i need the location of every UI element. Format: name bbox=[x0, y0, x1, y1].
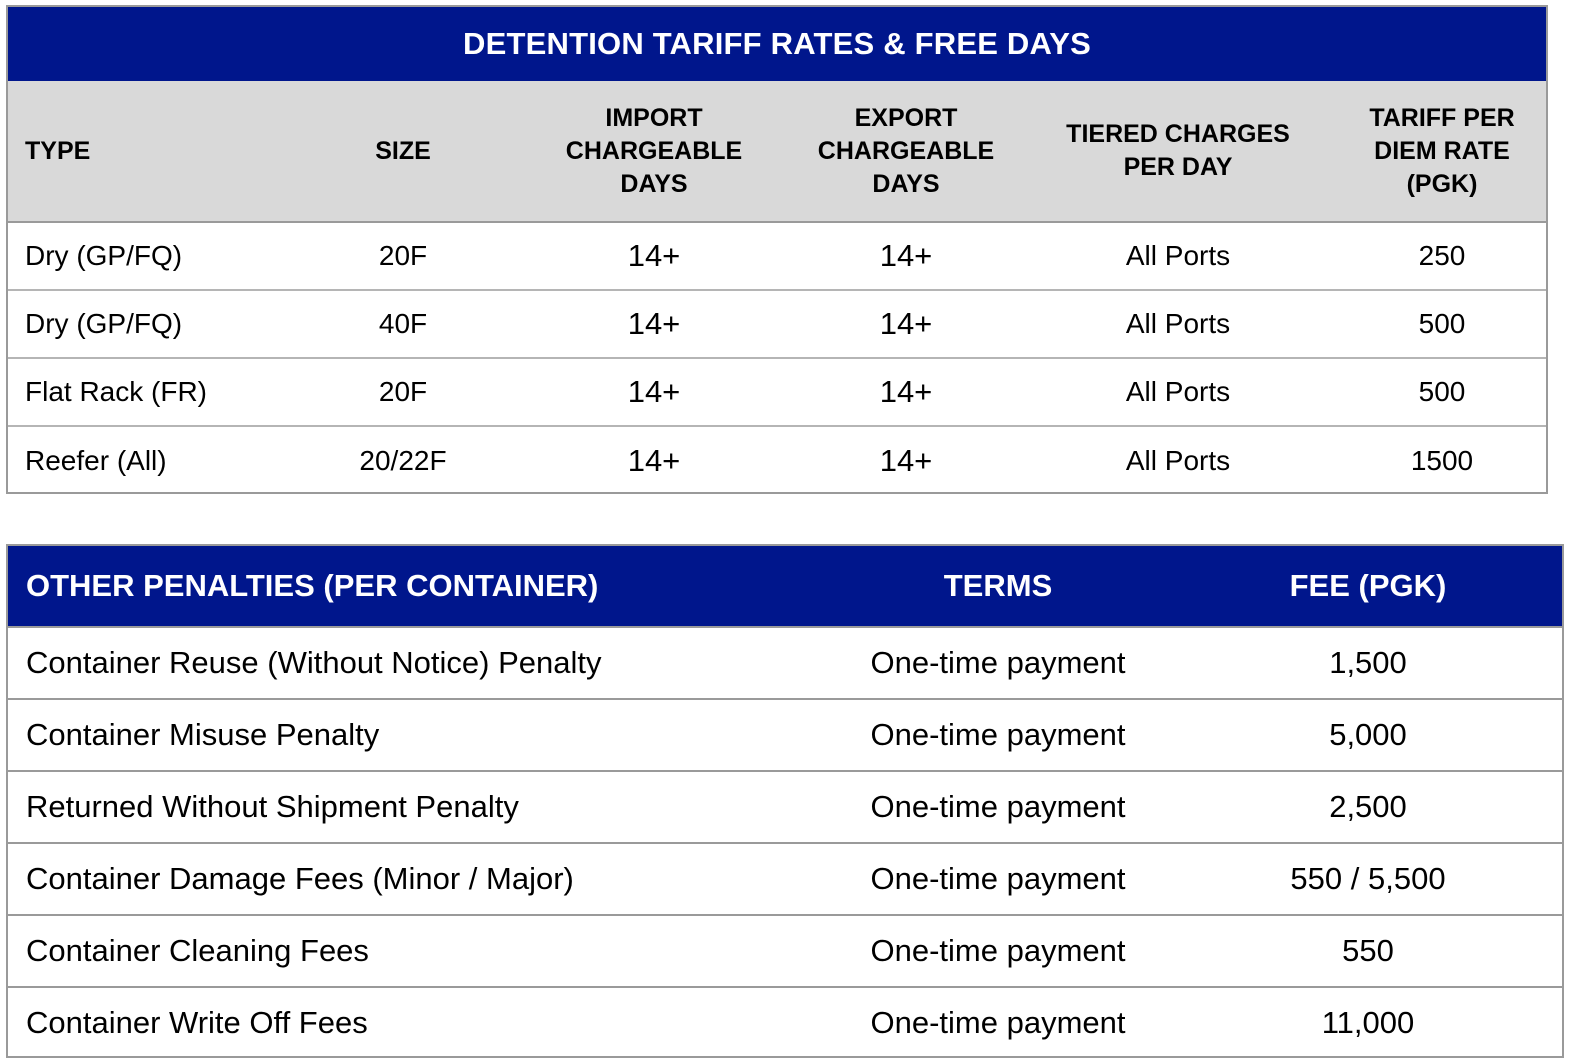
cell-export-days: 14+ bbox=[879, 442, 933, 478]
penalties-table: OTHER PENALTIES (PER CONTAINER) TERMS FE… bbox=[6, 544, 1564, 1058]
cell-type: Reefer (All) bbox=[25, 444, 167, 476]
cell-rate: 500 bbox=[1418, 308, 1466, 339]
cell-fee: 1,500 bbox=[1329, 645, 1407, 680]
cell-fee: 11,000 bbox=[1321, 1005, 1415, 1040]
cell-tiered-charges: All Ports bbox=[1125, 308, 1231, 339]
cell-terms: One-time payment bbox=[870, 1005, 1126, 1040]
tariff-table-title: DETENTION TARIFF RATES & FREE DAYS bbox=[8, 7, 1546, 81]
cell-fee: 550 / 5,500 bbox=[1290, 861, 1446, 896]
table-row: Returned Without Shipment Penalty One-ti… bbox=[8, 770, 1562, 842]
cell-rate: 1500 bbox=[1410, 444, 1474, 476]
tariff-table-header-row: TYPE SIZE IMPORT CHARGEABLE DAYS EXPORT … bbox=[8, 81, 1546, 223]
cell-type: Dry (GP/FQ) bbox=[25, 240, 183, 271]
cell-fee: 550 bbox=[1342, 933, 1394, 968]
table-row: Container Misuse Penalty One-time paymen… bbox=[8, 698, 1562, 770]
cell-tiered-charges: All Ports bbox=[1125, 240, 1231, 271]
cell-penalty: Container Misuse Penalty bbox=[26, 717, 380, 752]
cell-type: Flat Rack (FR) bbox=[25, 376, 207, 407]
cell-terms: One-time payment bbox=[870, 645, 1126, 680]
table-row: Container Reuse (Without Notice) Penalty… bbox=[8, 626, 1562, 698]
header-fee: FEE (PGK) bbox=[1289, 568, 1447, 603]
cell-export-days: 14+ bbox=[879, 374, 933, 409]
cell-rate: 500 bbox=[1418, 376, 1466, 407]
penalties-header-row: OTHER PENALTIES (PER CONTAINER) TERMS FE… bbox=[8, 546, 1562, 626]
cell-penalty: Returned Without Shipment Penalty bbox=[26, 789, 519, 824]
header-size: SIZE bbox=[375, 136, 431, 165]
cell-import-days: 14+ bbox=[627, 306, 681, 341]
header-tiered-charges: TIERED CHARGES PER DAY bbox=[1066, 120, 1290, 181]
cell-import-days: 14+ bbox=[627, 374, 681, 409]
cell-penalty: Container Write Off Fees bbox=[26, 1005, 368, 1040]
table-row: Flat Rack (FR) 20F 14+ 14+ All Ports 500 bbox=[8, 359, 1546, 427]
cell-penalty: Container Cleaning Fees bbox=[26, 933, 369, 968]
header-terms: TERMS bbox=[943, 568, 1053, 603]
cell-terms: One-time payment bbox=[870, 789, 1126, 824]
header-per-diem-rate: TARIFF PER DIEM RATE (PGK) bbox=[1369, 103, 1515, 198]
cell-type: Dry (GP/FQ) bbox=[25, 308, 183, 339]
table-row: Reefer (All) 20/22F 14+ 14+ All Ports 15… bbox=[8, 427, 1546, 494]
cell-terms: One-time payment bbox=[870, 933, 1126, 968]
cell-rate: 250 bbox=[1418, 240, 1466, 271]
table-row: Container Damage Fees (Minor / Major) On… bbox=[8, 842, 1562, 914]
cell-tiered-charges: All Ports bbox=[1125, 376, 1231, 407]
table-row: Dry (GP/FQ) 40F 14+ 14+ All Ports 500 bbox=[8, 291, 1546, 359]
header-export-days: EXPORT CHARGEABLE DAYS bbox=[817, 103, 995, 198]
cell-fee: 2,500 bbox=[1329, 789, 1407, 824]
cell-terms: One-time payment bbox=[870, 717, 1126, 752]
cell-size: 20F bbox=[378, 240, 428, 271]
detention-tariff-table: DETENTION TARIFF RATES & FREE DAYS TYPE … bbox=[6, 5, 1548, 494]
cell-size: 20F bbox=[378, 376, 428, 407]
cell-export-days: 14+ bbox=[879, 306, 933, 341]
cell-size: 20/22F bbox=[359, 444, 447, 476]
cell-penalty: Container Damage Fees (Minor / Major) bbox=[26, 861, 574, 896]
header-penalty: OTHER PENALTIES (PER CONTAINER) bbox=[26, 568, 599, 603]
cell-fee: 5,000 bbox=[1329, 717, 1407, 752]
cell-size: 40F bbox=[378, 308, 428, 339]
cell-import-days: 14+ bbox=[627, 442, 681, 478]
header-import-days: IMPORT CHARGEABLE DAYS bbox=[565, 103, 743, 198]
cell-export-days: 14+ bbox=[879, 238, 933, 273]
cell-terms: One-time payment bbox=[870, 861, 1126, 896]
cell-penalty: Container Reuse (Without Notice) Penalty bbox=[26, 645, 602, 680]
table-row: Container Write Off Fees One-time paymen… bbox=[8, 986, 1562, 1058]
table-row: Container Cleaning Fees One-time payment… bbox=[8, 914, 1562, 986]
table-row: Dry (GP/FQ) 20F 14+ 14+ All Ports 250 bbox=[8, 223, 1546, 291]
header-type: TYPE bbox=[25, 136, 91, 165]
cell-import-days: 14+ bbox=[627, 238, 681, 273]
cell-tiered-charges: All Ports bbox=[1125, 444, 1231, 476]
